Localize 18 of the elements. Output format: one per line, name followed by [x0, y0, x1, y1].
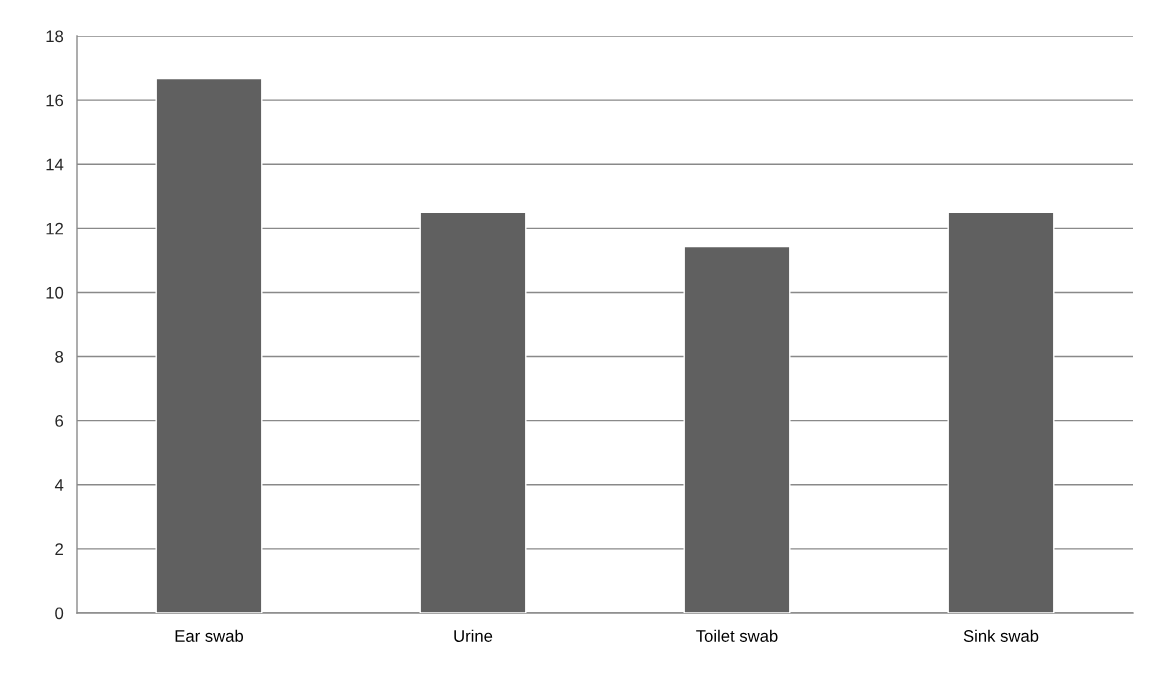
- x-tick-label: Ear swab: [175, 629, 244, 642]
- y-tick-label: 16: [46, 94, 64, 107]
- y-tick-label: 8: [55, 350, 64, 363]
- y-tick-label: 18: [46, 30, 64, 43]
- bar: [419, 211, 527, 613]
- y-tick-label: 14: [46, 158, 64, 171]
- x-tick-label: Toilet swab: [696, 629, 778, 642]
- bar: [947, 211, 1055, 613]
- y-tick-label: 10: [46, 286, 64, 299]
- y-tick-label: 6: [55, 415, 64, 427]
- x-tick-label: Sink swab: [963, 629, 1039, 642]
- x-tick-label: Urine: [454, 629, 493, 642]
- y-tick-label: 2: [55, 543, 63, 555]
- y-tick-label: 4: [54, 479, 64, 491]
- bar: [155, 77, 263, 613]
- bar: [683, 245, 791, 613]
- y-tick-label: 12: [46, 222, 63, 235]
- y-tick-label: 0: [55, 607, 64, 620]
